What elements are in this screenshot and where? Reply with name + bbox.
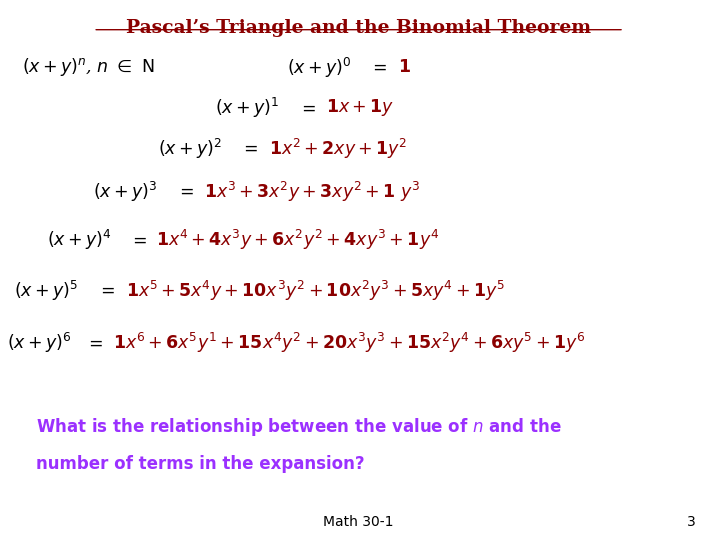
Text: $\mathbf{1}x^6 + \mathbf{6}x^5y^1 + \mathbf{15}x^4y^2 + \mathbf{20}x^3y^3 + \mat: $\mathbf{1}x^6 + \mathbf{6}x^5y^1 + \mat… <box>113 331 586 355</box>
Text: $(x + y)^1$: $(x + y)^1$ <box>215 96 279 120</box>
Text: $\mathbf{1}x^2 + \mathbf{2}xy + \mathbf{1}y^2$: $\mathbf{1}x^2 + \mathbf{2}xy + \mathbf{… <box>269 137 408 160</box>
Text: 3: 3 <box>687 515 696 529</box>
Text: $\mathbf{1}x^5 + \mathbf{5}x^4y + \mathbf{10}x^3y^2 + \mathbf{10}x^2y^3 + \mathb: $\mathbf{1}x^5 + \mathbf{5}x^4y + \mathb… <box>125 279 505 302</box>
Text: $\mathbf{1}x^3 + \mathbf{3}x^2y + \mathbf{3}xy^2 +\mathbf{1}\ y^3$: $\mathbf{1}x^3 + \mathbf{3}x^2y + \mathb… <box>204 180 420 204</box>
Text: $(x + y)^4$: $(x + y)^4$ <box>47 228 112 252</box>
Text: $=$: $=$ <box>85 334 103 352</box>
Text: What is the relationship between the value of $\mathit{n}$ and the: What is the relationship between the val… <box>36 416 562 437</box>
Text: $(x + y)^5$: $(x + y)^5$ <box>14 279 78 302</box>
Text: $(x + y)^2$: $(x + y)^2$ <box>158 137 222 160</box>
Text: $(x + y)^3$: $(x + y)^3$ <box>93 180 158 204</box>
Text: $\mathbf{1}$: $\mathbf{1}$ <box>398 59 411 76</box>
Text: $=$: $=$ <box>96 282 115 299</box>
Text: $(x + y)^6$: $(x + y)^6$ <box>7 331 72 355</box>
Text: $=$: $=$ <box>240 140 258 157</box>
Text: $\mathbf{1}x^4 + \mathbf{4}x^3y + \mathbf{6}x^2y^2 + \mathbf{4}xy^3 + \mathbf{1}: $\mathbf{1}x^4 + \mathbf{4}x^3y + \mathb… <box>156 228 439 252</box>
Text: $(x + y)^0$: $(x + y)^0$ <box>287 56 351 79</box>
Text: $\mathbf{1}x + \mathbf{1}y$: $\mathbf{1}x + \mathbf{1}y$ <box>326 98 395 118</box>
Text: number of terms in the expansion?: number of terms in the expansion? <box>36 455 364 474</box>
Text: $=$: $=$ <box>129 232 147 249</box>
Text: Pascal’s Triangle and the Binomial Theorem: Pascal’s Triangle and the Binomial Theor… <box>126 19 591 37</box>
Text: Math 30-1: Math 30-1 <box>323 515 394 529</box>
Text: $=$: $=$ <box>369 59 387 76</box>
Text: $=$: $=$ <box>297 99 316 117</box>
Text: $=$: $=$ <box>176 183 194 200</box>
Text: $(x + y)^n$, $n\ \in\ \mathrm{N}$: $(x + y)^n$, $n\ \in\ \mathrm{N}$ <box>22 57 154 78</box>
